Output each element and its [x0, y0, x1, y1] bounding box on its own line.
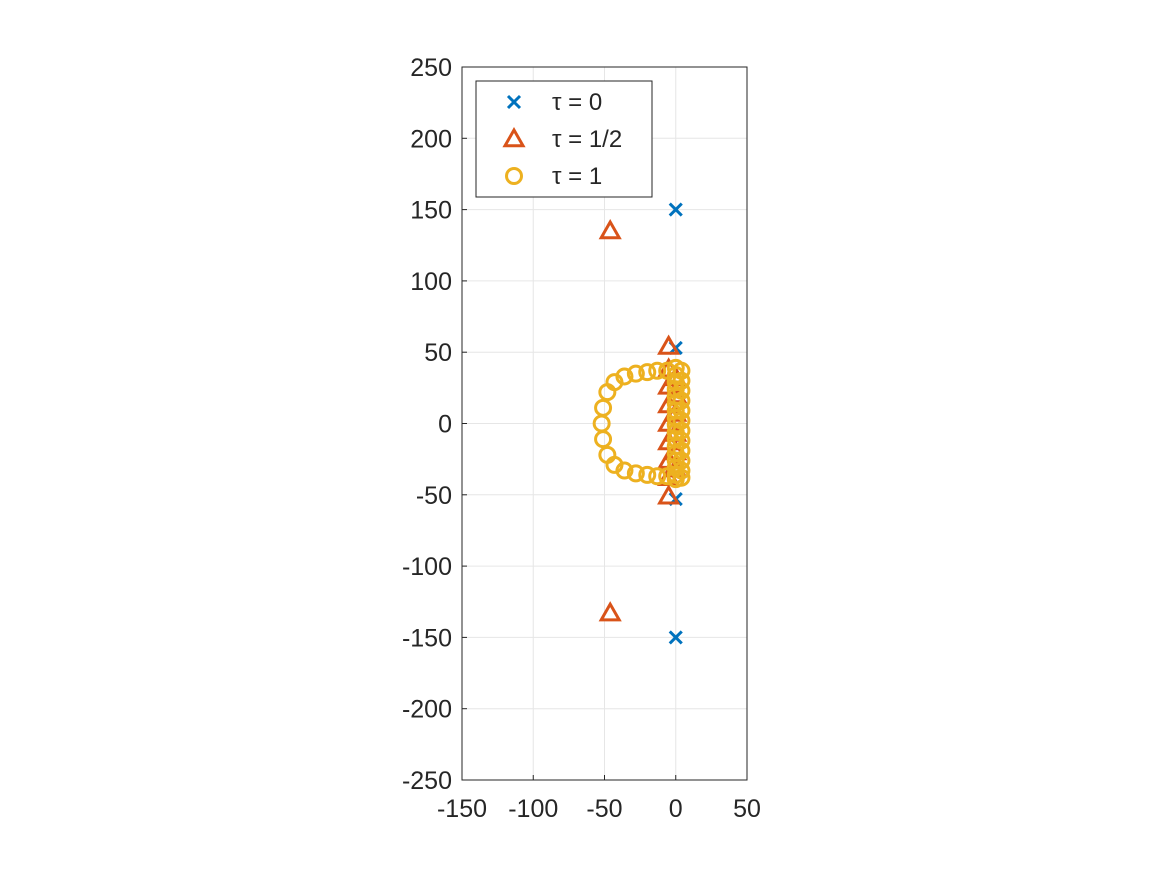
data-point-circle-marker — [594, 398, 613, 417]
x-tick-label: -50 — [586, 795, 622, 823]
data-point-circle-marker — [672, 451, 691, 470]
data-point-circle-marker — [672, 361, 691, 380]
y-tick-label: 150 — [410, 197, 452, 225]
data-point-triangle-marker — [598, 218, 622, 240]
y-tick-label: 0 — [438, 411, 452, 439]
data-point-circle-marker — [672, 371, 691, 390]
data-point-circle-marker — [648, 467, 667, 486]
data-point-circle-marker — [615, 461, 634, 480]
data-point-circle-marker — [638, 465, 657, 484]
data-point-circle-marker — [672, 411, 691, 430]
data-point-circle-marker — [615, 367, 634, 386]
data-point-triangle-marker — [598, 601, 622, 622]
x-tick-label: 0 — [669, 795, 683, 823]
data-point-triangle-marker — [657, 334, 681, 355]
data-point-circle-marker — [672, 421, 691, 440]
data-point-circle-marker — [672, 441, 691, 460]
data-point-circle-marker — [626, 464, 645, 483]
y-tick-label: 250 — [410, 54, 452, 82]
data-point-circle-marker — [648, 361, 667, 380]
y-tick-label: -50 — [416, 482, 452, 510]
legend-triangle-marker — [502, 126, 526, 148]
y-tick-label: 50 — [424, 339, 452, 367]
x-tick-label: -150 — [437, 795, 487, 823]
y-tick-label: -100 — [402, 553, 452, 581]
data-points — [592, 202, 691, 645]
legend-label: τ = 1/2 — [552, 126, 622, 153]
series-2 — [592, 358, 691, 489]
legend: τ = 0 τ = 1/2 τ = 1 — [475, 80, 653, 198]
legend-circle-marker — [505, 167, 523, 185]
series-1 — [598, 218, 688, 622]
data-point-circle-marker — [672, 461, 691, 480]
y-tick-label: -150 — [402, 624, 452, 652]
data-point-circle-marker — [626, 364, 645, 383]
y-tick-label: 100 — [410, 268, 452, 296]
x-tick-label: -100 — [508, 795, 558, 823]
data-point-x-marker — [668, 202, 683, 217]
legend-x-marker — [506, 94, 522, 110]
y-tick-label: -250 — [402, 767, 452, 795]
legend-label: τ = 1 — [552, 163, 602, 190]
data-point-x-marker — [668, 630, 683, 645]
axis-ticks: -150 -100 -50 0 50 250 200 150 100 50 0 -50 -100 -150… — [402, 54, 761, 823]
data-point-circle-marker — [672, 381, 691, 400]
x-tick-label: 50 — [733, 795, 761, 823]
y-tick-label: -200 — [402, 696, 452, 724]
data-point-circle-marker — [672, 431, 691, 450]
data-point-circle-marker — [672, 468, 691, 487]
data-point-circle-marker — [638, 363, 657, 382]
y-tick-label: 200 — [410, 125, 452, 153]
data-point-circle-marker — [672, 401, 691, 420]
data-point-circle-marker — [594, 430, 613, 449]
data-point-circle-marker — [672, 391, 691, 410]
legend-label: τ = 0 — [552, 89, 602, 116]
data-point-triangle-marker — [657, 484, 681, 505]
